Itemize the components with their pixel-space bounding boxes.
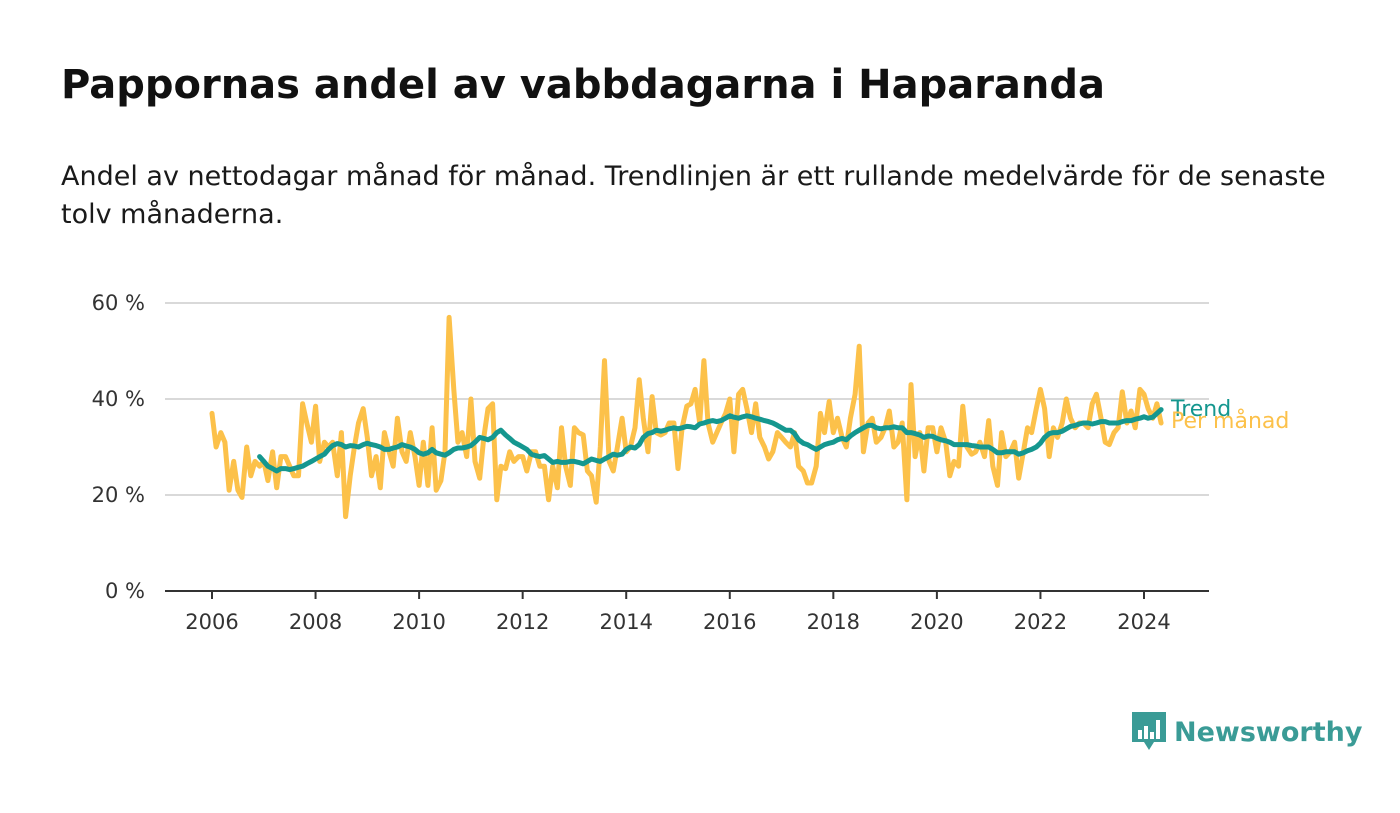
newsworthy-logo-icon	[1132, 712, 1166, 750]
x-tick-label: 2020	[910, 610, 963, 634]
series-label-per-manad: Per månad	[1171, 408, 1289, 434]
y-tick-label: 20 %	[92, 483, 145, 507]
x-tick-label: 2006	[185, 610, 238, 634]
grid-lines	[165, 302, 1209, 496]
series-line-trend	[257, 407, 1164, 474]
x-tick-label: 2010	[392, 610, 445, 634]
x-tick-label: 2016	[703, 610, 756, 634]
x-tick-label: 2008	[289, 610, 342, 634]
x-tick-label: 2024	[1117, 610, 1170, 634]
series-lines	[209, 314, 1164, 520]
x-tick-label: 2018	[807, 610, 860, 634]
series-label-trend: Trend	[1170, 397, 1231, 422]
x-tick-label: 2012	[496, 610, 549, 634]
x-axis-ticks: 2006 2008 2010 2012 2014 2016 2018 2020 2022 2024	[185, 591, 1171, 634]
chart-title: Pappornas andel av vabbdagarna i Haparan…	[61, 62, 1106, 108]
y-axis-tick-labels: 0 % 20 % 40 % 60 %	[92, 291, 145, 603]
brand-logo: Newsworthy	[1132, 712, 1362, 752]
series-line-per-manad	[209, 314, 1164, 520]
x-tick-label: 2022	[1014, 610, 1067, 634]
brand-name: Newsworthy	[1174, 716, 1363, 748]
y-tick-label: 40 %	[92, 387, 145, 411]
x-tick-label: 2014	[599, 610, 652, 634]
chart-subtitle: Andel av nettodagar månad för månad. Tre…	[61, 161, 1326, 230]
y-tick-label: 60 %	[92, 291, 145, 315]
y-tick-label: 0 %	[105, 579, 145, 603]
